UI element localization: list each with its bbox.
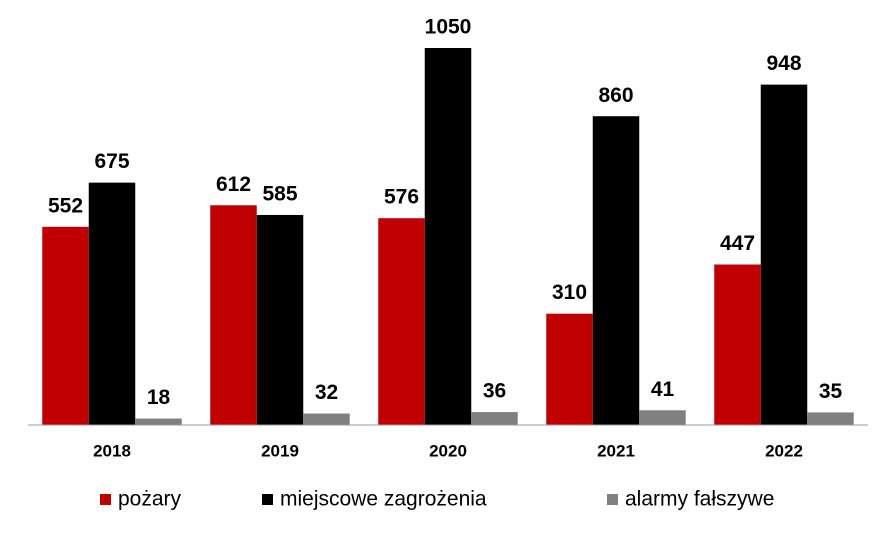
bar [210,205,257,425]
value-label: 612 [216,173,251,196]
value-label: 447 [720,232,755,255]
bar [760,84,808,425]
bar [807,412,854,425]
value-label: 576 [384,186,419,209]
value-label: 948 [766,52,801,75]
bar [424,48,472,425]
value-label: 18 [147,386,171,409]
bar [42,226,89,425]
value-label: 552 [48,194,83,217]
x-tick-label: 2021 [597,441,635,460]
value-label: 36 [483,380,506,403]
bar [592,116,640,425]
x-tick-label: 2022 [765,441,803,460]
bar [303,413,350,425]
bar [714,264,761,425]
value-label: 41 [651,378,675,401]
value-label: 32 [315,381,338,404]
value-label: 860 [598,84,633,107]
value-label: 35 [819,380,843,403]
value-label: 675 [94,150,129,173]
x-tick-label: 2020 [429,441,467,460]
bar [378,218,425,425]
bar [135,418,182,425]
legend-label: miejscowe zagrożenia [280,488,487,511]
value-label: 585 [262,183,297,206]
value-label: 1050 [425,16,472,39]
bar [639,410,686,425]
legend-swatch [100,494,111,505]
bar [471,412,518,425]
bar [256,214,304,425]
legend-swatch [262,494,273,505]
legend-swatch [607,494,618,505]
x-tick-label: 2018 [93,441,131,460]
legend-label: alarmy fałszywe [625,488,774,511]
bar [88,182,136,425]
legend-label: pożary [118,488,182,511]
value-label: 310 [552,281,587,304]
bar [546,313,593,425]
x-tick-label: 2019 [261,441,299,460]
